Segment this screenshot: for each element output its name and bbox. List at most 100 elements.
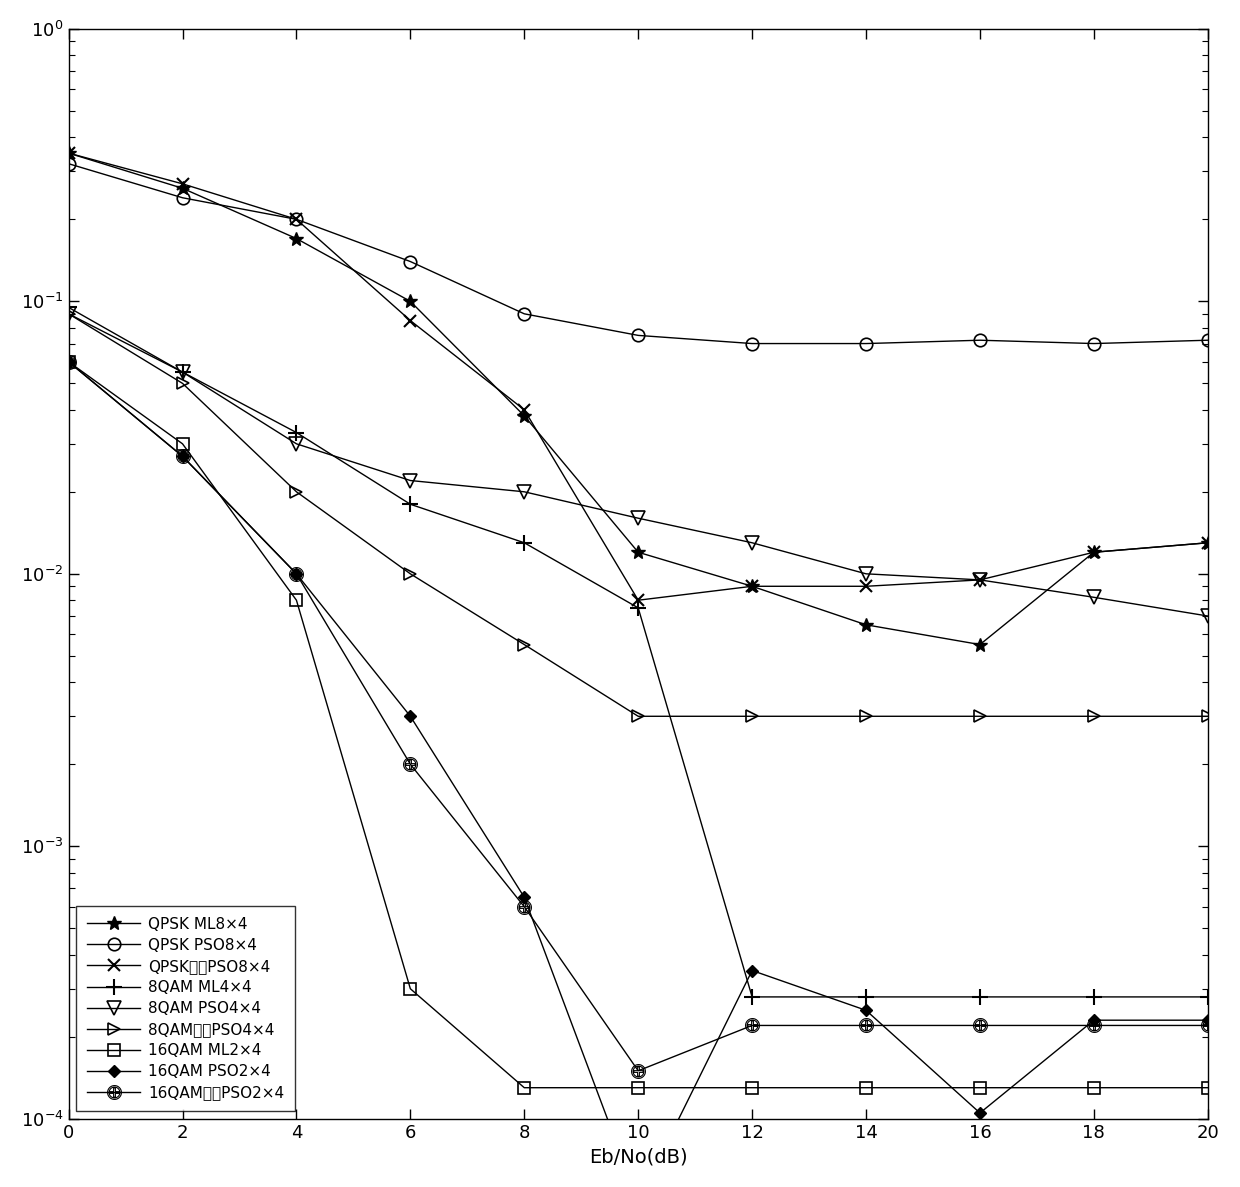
QPSK PSO8×4 bbox=[745, 336, 760, 350]
8QAM ML4×4 bbox=[745, 990, 760, 1004]
QPSK PSO8×4 bbox=[1086, 336, 1101, 350]
16QAM改进PSO2×4 bbox=[289, 566, 304, 580]
16QAM ML2×4 bbox=[972, 1080, 987, 1094]
16QAM PSO2×4 bbox=[972, 1106, 987, 1121]
8QAM PSO4×4 bbox=[858, 566, 873, 580]
QPSK ML8×4 bbox=[1200, 535, 1215, 550]
8QAM改进PSO4×4 bbox=[631, 709, 646, 723]
QPSK改进PSO8×4 bbox=[61, 146, 76, 160]
QPSK PSO8×4 bbox=[403, 254, 418, 268]
16QAM改进PSO2×4 bbox=[745, 1018, 760, 1033]
8QAM PSO4×4 bbox=[745, 535, 760, 550]
8QAM ML4×4 bbox=[858, 990, 873, 1004]
16QAM改进PSO2×4 bbox=[175, 449, 190, 463]
QPSK改进PSO8×4 bbox=[1086, 545, 1101, 559]
16QAM PSO2×4 bbox=[1200, 1013, 1215, 1027]
8QAM ML4×4 bbox=[403, 497, 418, 512]
8QAM改进PSO4×4 bbox=[1200, 709, 1215, 723]
Line: 8QAM ML4×4: 8QAM ML4×4 bbox=[61, 300, 1215, 1004]
QPSK改进PSO8×4 bbox=[858, 579, 873, 594]
8QAM PSO4×4 bbox=[1086, 590, 1101, 604]
8QAM改进PSO4×4 bbox=[403, 566, 418, 580]
16QAM PSO2×4 bbox=[175, 449, 190, 463]
8QAM PSO4×4 bbox=[403, 474, 418, 488]
QPSK PSO8×4 bbox=[61, 157, 76, 171]
16QAM改进PSO2×4 bbox=[517, 900, 532, 914]
QPSK ML8×4 bbox=[1086, 545, 1101, 559]
Line: QPSK改进PSO8×4: QPSK改进PSO8×4 bbox=[62, 147, 1214, 607]
8QAM PSO4×4 bbox=[175, 364, 190, 379]
16QAM PSO2×4 bbox=[403, 709, 418, 723]
8QAM改进PSO4×4 bbox=[972, 709, 987, 723]
QPSK ML8×4 bbox=[289, 231, 304, 246]
16QAM ML2×4 bbox=[289, 594, 304, 608]
QPSK ML8×4 bbox=[517, 408, 532, 423]
QPSK ML8×4 bbox=[972, 637, 987, 652]
16QAM ML2×4 bbox=[517, 1080, 532, 1094]
QPSK ML8×4 bbox=[175, 182, 190, 196]
Line: 16QAM改进PSO2×4: 16QAM改进PSO2×4 bbox=[62, 355, 1215, 1078]
8QAM PSO4×4 bbox=[972, 573, 987, 588]
8QAM改进PSO4×4 bbox=[1086, 709, 1101, 723]
QPSK改进PSO8×4 bbox=[745, 579, 760, 594]
16QAM ML2×4 bbox=[175, 437, 190, 451]
QPSK PSO8×4 bbox=[175, 191, 190, 205]
16QAM改进PSO2×4 bbox=[631, 1064, 646, 1078]
16QAM PSO2×4 bbox=[1086, 1013, 1101, 1027]
Legend: QPSK ML8×4, QPSK PSO8×4, QPSK改进PSO8×4, 8QAM ML4×4, 8QAM PSO4×4, 8QAM改进PSO4×4, 16: QPSK ML8×4, QPSK PSO8×4, QPSK改进PSO8×4, 8… bbox=[76, 906, 295, 1111]
8QAM ML4×4 bbox=[1200, 990, 1215, 1004]
8QAM ML4×4 bbox=[61, 300, 76, 315]
16QAM ML2×4 bbox=[1086, 1080, 1101, 1094]
QPSK改进PSO8×4 bbox=[631, 594, 646, 608]
QPSK ML8×4 bbox=[61, 146, 76, 160]
QPSK改进PSO8×4 bbox=[289, 212, 304, 227]
8QAM ML4×4 bbox=[631, 601, 646, 615]
QPSK PSO8×4 bbox=[517, 306, 532, 320]
16QAM ML2×4 bbox=[403, 982, 418, 996]
QPSK ML8×4 bbox=[745, 579, 760, 594]
16QAM ML2×4 bbox=[631, 1080, 646, 1094]
QPSK PSO8×4 bbox=[972, 334, 987, 348]
8QAM改进PSO4×4 bbox=[858, 709, 873, 723]
Line: QPSK ML8×4: QPSK ML8×4 bbox=[62, 146, 1215, 652]
QPSK改进PSO8×4 bbox=[175, 177, 190, 191]
16QAM PSO2×4 bbox=[517, 890, 532, 904]
16QAM PSO2×4 bbox=[858, 1003, 873, 1017]
8QAM改进PSO4×4 bbox=[517, 637, 532, 652]
8QAM改进PSO4×4 bbox=[745, 709, 760, 723]
16QAM改进PSO2×4 bbox=[858, 1018, 873, 1033]
8QAM改进PSO4×4 bbox=[289, 484, 304, 499]
16QAM PSO2×4 bbox=[289, 566, 304, 580]
16QAM改进PSO2×4 bbox=[1086, 1018, 1101, 1033]
QPSK ML8×4 bbox=[631, 545, 646, 559]
QPSK ML8×4 bbox=[403, 294, 418, 309]
QPSK PSO8×4 bbox=[289, 212, 304, 227]
X-axis label: Eb/No(dB): Eb/No(dB) bbox=[589, 1147, 687, 1166]
16QAM改进PSO2×4 bbox=[403, 757, 418, 772]
Line: 16QAM ML2×4: 16QAM ML2×4 bbox=[62, 356, 1214, 1094]
QPSK改进PSO8×4 bbox=[972, 573, 987, 588]
8QAM PSO4×4 bbox=[517, 484, 532, 499]
8QAM PSO4×4 bbox=[631, 512, 646, 526]
16QAM ML2×4 bbox=[1200, 1080, 1215, 1094]
QPSK PSO8×4 bbox=[631, 329, 646, 343]
8QAM ML4×4 bbox=[517, 535, 532, 550]
QPSK PSO8×4 bbox=[1200, 334, 1215, 348]
Line: 8QAM PSO4×4: 8QAM PSO4×4 bbox=[62, 307, 1215, 623]
Line: QPSK PSO8×4: QPSK PSO8×4 bbox=[62, 158, 1214, 350]
16QAM PSO2×4 bbox=[61, 355, 76, 369]
QPSK改进PSO8×4 bbox=[403, 313, 418, 328]
8QAM PSO4×4 bbox=[61, 306, 76, 320]
16QAM改进PSO2×4 bbox=[1200, 1018, 1215, 1033]
16QAM ML2×4 bbox=[745, 1080, 760, 1094]
16QAM ML2×4 bbox=[61, 355, 76, 369]
8QAM ML4×4 bbox=[289, 425, 304, 439]
16QAM PSO2×4 bbox=[745, 964, 760, 978]
16QAM改进PSO2×4 bbox=[61, 355, 76, 369]
8QAM ML4×4 bbox=[1086, 990, 1101, 1004]
8QAM PSO4×4 bbox=[289, 437, 304, 451]
8QAM ML4×4 bbox=[972, 990, 987, 1004]
QPSK改进PSO8×4 bbox=[517, 402, 532, 417]
QPSK PSO8×4 bbox=[858, 336, 873, 350]
8QAM改进PSO4×4 bbox=[61, 306, 76, 320]
